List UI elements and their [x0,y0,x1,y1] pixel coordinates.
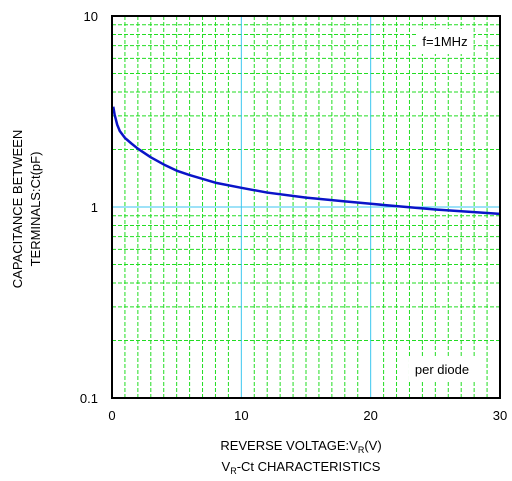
x-axis-label-subscript: R [358,445,365,455]
chart-subtitle-main: V [222,459,231,474]
y-tick-label: 10 [84,9,98,24]
y-tick-label: 0.1 [80,391,98,406]
chart-subtitle: VR-Ct CHARACTERISTICS [222,459,381,476]
plot-frame [111,15,501,399]
x-axis-label-tail: (V) [364,438,381,453]
chart-subtitle-tail: -Ct CHARACTERISTICS [237,459,381,474]
x-tick-label: 10 [234,408,248,423]
x-axis-label: REVERSE VOLTAGE:VR(V) [220,438,381,455]
minor-gridlines [112,16,500,398]
frequency-annotation: f=1MHz [416,29,474,54]
ct-curve [112,106,501,216]
y-tick-labels: 0.1 1 10 [80,9,98,406]
major-gridlines [112,16,500,398]
x-axis-label-main: REVERSE VOLTAGE:V [220,438,358,453]
x-tick-label: 30 [493,408,507,423]
x-tick-labels: 0 10 20 30 [108,408,507,423]
y-axis-label-line2: TERMINALS:Ct(pF) [28,152,43,267]
series-layer [112,106,501,216]
frequency-annotation-text: f=1MHz [422,34,467,49]
per-diode-annotation-text: per diode [415,362,469,377]
y-axis-label-line1: CAPACITANCE BETWEEN [10,130,25,288]
chart-subtitle-subscript: R [230,466,237,476]
y-tick-label: 1 [91,200,98,215]
x-tick-label: 0 [108,408,115,423]
per-diode-annotation: per diode [408,357,476,382]
x-tick-label: 20 [363,408,377,423]
